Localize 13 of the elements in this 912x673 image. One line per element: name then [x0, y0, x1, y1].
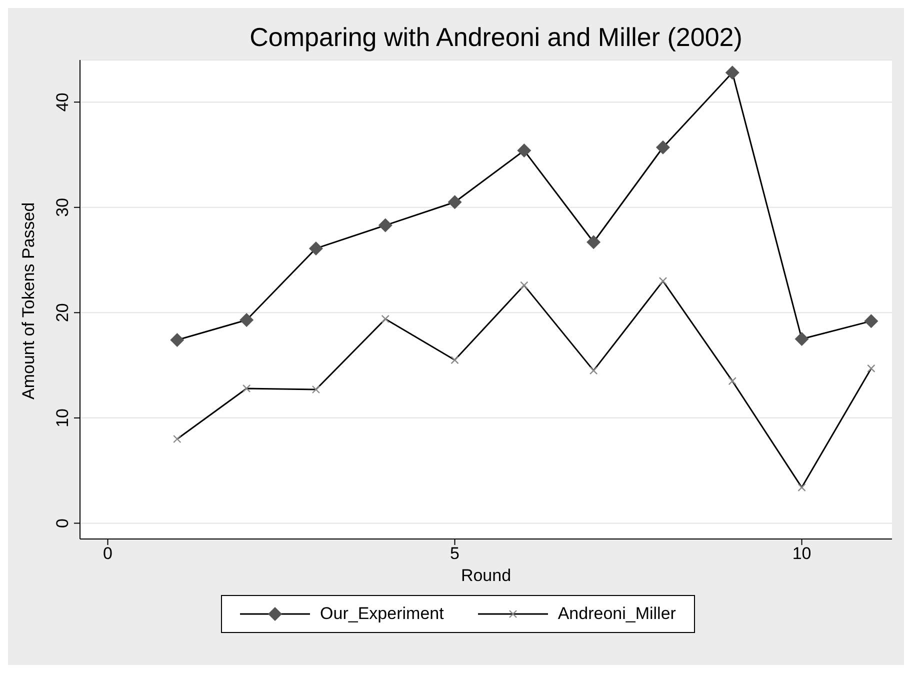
- y-tick-label: 20: [53, 303, 72, 322]
- x-axis-title: Round: [460, 566, 512, 585]
- y-tick-label: 40: [53, 92, 72, 112]
- y-tick-label: 30: [53, 198, 72, 217]
- y-tick-label: 0: [53, 518, 72, 528]
- y-axis-title: Amount of Tokens Passed: [19, 202, 38, 400]
- y-tick-label: 10: [53, 408, 72, 428]
- x-tick-label: 5: [450, 544, 460, 564]
- x-tick-label: 10: [792, 544, 812, 564]
- chart-title: Comparing with Andreoni and Miller (2002): [248, 22, 744, 53]
- legend-label: Our_Experiment: [319, 604, 444, 624]
- legend-label: Andreoni_Miller: [556, 604, 676, 624]
- x-tick-label: 0: [103, 544, 112, 564]
